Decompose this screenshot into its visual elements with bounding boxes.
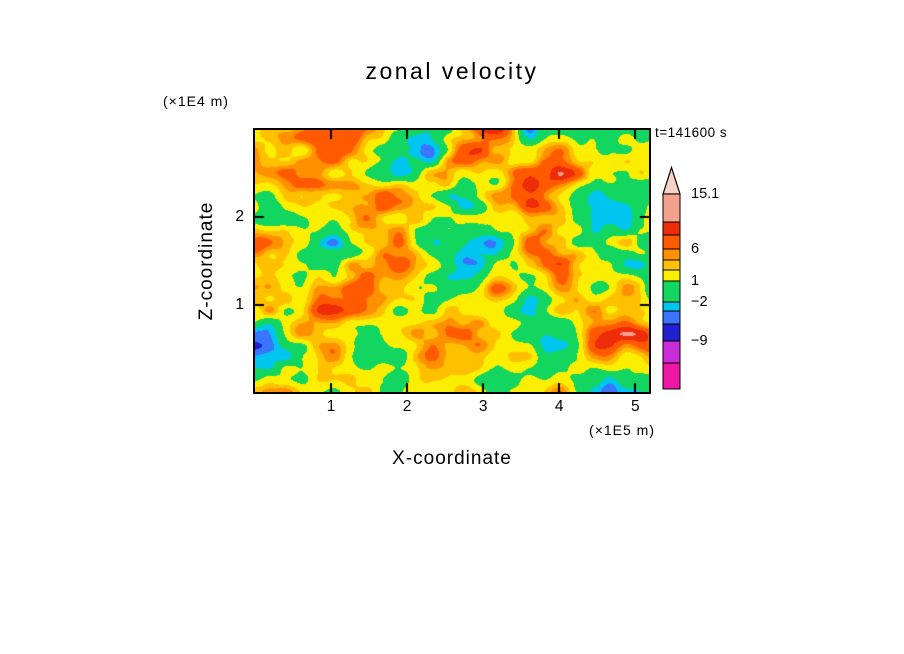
plot-area (253, 128, 651, 394)
colorbar-level-label: 1 (691, 273, 700, 289)
colorbar-segment (662, 259, 681, 271)
colorbar-segment (662, 269, 681, 282)
colorbar-segment (662, 310, 681, 325)
colorbar-arrow-tip (662, 165, 681, 195)
colorbar-segment (662, 323, 681, 342)
x-tick-label: 1 (326, 398, 336, 415)
x-axis-label: X-coordinate (392, 448, 512, 469)
x-tick-label: 4 (554, 398, 564, 415)
chart-title: zonal velocity (365, 58, 539, 84)
colorbar-level-label: −2 (691, 294, 708, 310)
x-tick-label: 2 (402, 398, 412, 415)
z-axis-label: Z-coordinate (196, 201, 217, 321)
colorbar-segment (662, 362, 681, 390)
colorbar-level-label: −9 (691, 333, 708, 349)
colorbar-segment (662, 193, 681, 223)
contour-field-canvas (255, 130, 649, 392)
colorbar-segment (662, 234, 681, 250)
colorbar-level-label: 6 (691, 241, 700, 257)
x-tick-label: 5 (630, 398, 640, 415)
colorbar-scale (662, 165, 681, 390)
colorbar-segment (662, 248, 681, 261)
colorbar-segment (662, 301, 681, 312)
colorbar-level-label: 15.1 (691, 186, 720, 202)
y-tick-label: 2 (235, 208, 244, 226)
colorbar-segment (662, 221, 681, 236)
x-tick-label: 3 (478, 398, 488, 415)
y-tick-label: 1 (235, 295, 244, 313)
x-axis-unit: (×1E5 m) (589, 422, 655, 438)
time-label: t=141600 s (655, 125, 728, 140)
colorbar-segment (662, 340, 681, 364)
z-axis-unit: (×1E4 m) (163, 93, 229, 109)
colorbar-segment (662, 280, 681, 303)
colorbar (659, 165, 685, 396)
